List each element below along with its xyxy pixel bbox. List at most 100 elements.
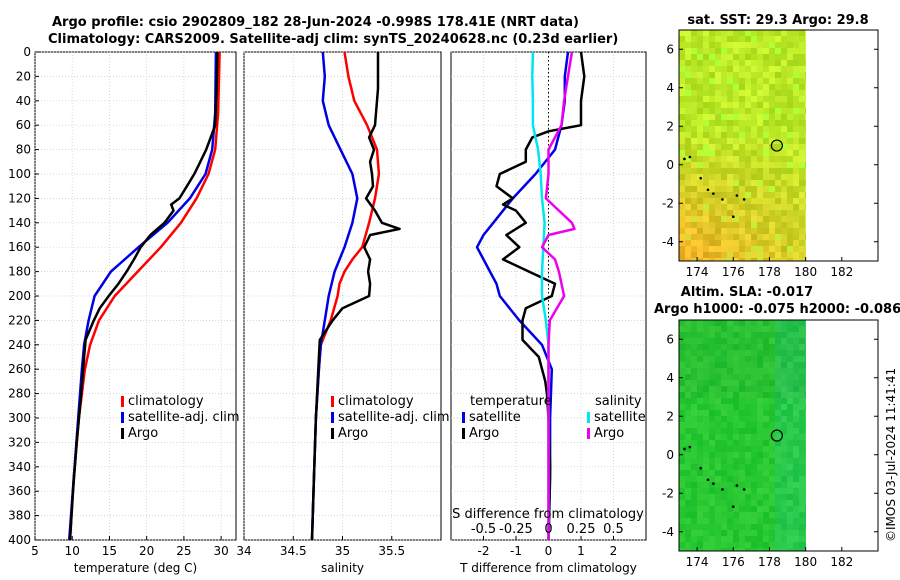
map-cell xyxy=(703,530,710,537)
map-cell xyxy=(721,452,728,459)
map-cell xyxy=(805,344,806,351)
map-cell xyxy=(757,66,764,73)
map-cell xyxy=(751,434,758,441)
map-cell xyxy=(733,488,740,495)
map-cell xyxy=(751,494,758,501)
map-cell xyxy=(739,126,746,133)
map-cell xyxy=(751,180,758,187)
map-cell xyxy=(775,66,782,73)
map-cell xyxy=(715,150,722,157)
map-cell xyxy=(691,374,698,381)
map-cell xyxy=(757,398,764,405)
map-cell xyxy=(739,506,746,513)
map-cell xyxy=(721,186,728,193)
map-cell xyxy=(691,240,698,247)
map-cell xyxy=(691,126,698,133)
map-cell xyxy=(721,500,728,507)
map-cell xyxy=(751,66,758,73)
map-cell xyxy=(781,252,788,259)
map-cell xyxy=(775,36,782,43)
map-cell xyxy=(763,120,770,127)
map-cell xyxy=(733,138,740,145)
map-cell xyxy=(775,356,782,363)
map-cell xyxy=(757,344,764,351)
map-cell xyxy=(775,168,782,175)
map-cell xyxy=(757,482,764,489)
map-cell xyxy=(697,350,704,357)
map-cell xyxy=(793,488,800,495)
map-cell xyxy=(805,482,806,489)
map-cell xyxy=(799,138,806,145)
map-cell xyxy=(691,452,698,459)
map-cell xyxy=(775,150,782,157)
map-cell xyxy=(721,210,728,217)
map-cell xyxy=(679,120,686,127)
diff-salinity-legend-label: Argo xyxy=(594,426,624,441)
map-cell xyxy=(769,198,776,205)
map-cell xyxy=(709,192,716,199)
map-cell xyxy=(775,404,782,411)
map-cell xyxy=(769,240,776,247)
map-cell xyxy=(751,518,758,525)
map-cell xyxy=(733,174,740,181)
map-cell xyxy=(727,174,734,181)
map-cell xyxy=(751,410,758,417)
map-cell xyxy=(709,536,716,543)
map-cell xyxy=(739,428,746,435)
map-cell xyxy=(697,180,704,187)
map-cell xyxy=(775,458,782,465)
map-cell xyxy=(775,54,782,61)
map-cell xyxy=(793,500,800,507)
map-cell xyxy=(787,440,794,447)
map-cell xyxy=(703,446,710,453)
map-cell xyxy=(727,228,734,235)
map-cell xyxy=(775,428,782,435)
map-cell xyxy=(745,500,752,507)
map-cell xyxy=(775,380,782,387)
map-cell xyxy=(721,344,728,351)
map-cell xyxy=(679,258,686,262)
map-cell xyxy=(787,512,794,519)
map-cell xyxy=(709,524,716,531)
map-cell xyxy=(703,392,710,399)
map-cell xyxy=(727,120,734,127)
map-cell xyxy=(691,36,698,43)
map-cell xyxy=(709,30,716,37)
map-cell xyxy=(799,470,806,477)
map-cell xyxy=(787,144,794,151)
map-cell xyxy=(751,386,758,393)
map-cell xyxy=(703,108,710,115)
map-cell xyxy=(793,42,800,49)
map-cell xyxy=(781,452,788,459)
map-cell xyxy=(733,500,740,507)
map-cell xyxy=(793,114,800,121)
map-cell xyxy=(679,234,686,241)
map-cell xyxy=(697,440,704,447)
map-cell xyxy=(751,368,758,375)
map-cell xyxy=(769,482,776,489)
map-cell xyxy=(739,42,746,49)
map-cell xyxy=(679,410,686,417)
map-cell xyxy=(787,108,794,115)
map-cell xyxy=(679,386,686,393)
map-cell xyxy=(727,252,734,259)
map-cell xyxy=(733,338,740,345)
map-cell xyxy=(775,464,782,471)
map-cell xyxy=(715,524,722,531)
map-cell xyxy=(781,240,788,247)
map-cell xyxy=(739,240,746,247)
map-cell xyxy=(769,234,776,241)
map-cell xyxy=(757,138,764,145)
map-cell xyxy=(793,174,800,181)
map-cell xyxy=(709,66,716,73)
map-cell xyxy=(775,102,782,109)
map-cell xyxy=(709,162,716,169)
map-cell xyxy=(691,326,698,333)
map-cell xyxy=(781,536,788,543)
map-cell xyxy=(799,48,806,55)
map-cell xyxy=(763,524,770,531)
map-cell xyxy=(763,470,770,477)
map-cell xyxy=(715,464,722,471)
map-cell xyxy=(745,240,752,247)
map-cell xyxy=(805,458,806,465)
